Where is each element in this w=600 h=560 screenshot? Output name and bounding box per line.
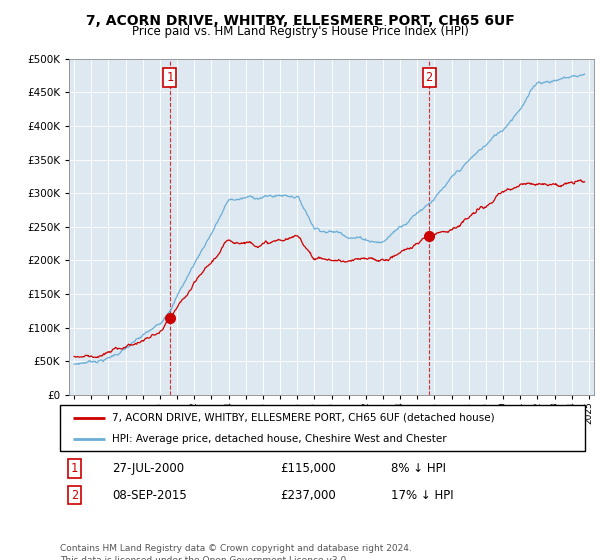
Text: Price paid vs. HM Land Registry's House Price Index (HPI): Price paid vs. HM Land Registry's House … <box>131 25 469 38</box>
Text: HPI: Average price, detached house, Cheshire West and Chester: HPI: Average price, detached house, Ches… <box>113 435 447 444</box>
Text: 1: 1 <box>71 462 78 475</box>
Text: £237,000: £237,000 <box>281 488 336 502</box>
Text: Contains HM Land Registry data © Crown copyright and database right 2024.
This d: Contains HM Land Registry data © Crown c… <box>60 544 412 560</box>
Text: £115,000: £115,000 <box>281 462 336 475</box>
Text: 8% ↓ HPI: 8% ↓ HPI <box>391 462 446 475</box>
Text: 27-JUL-2000: 27-JUL-2000 <box>113 462 185 475</box>
Text: 7, ACORN DRIVE, WHITBY, ELLESMERE PORT, CH65 6UF: 7, ACORN DRIVE, WHITBY, ELLESMERE PORT, … <box>86 14 514 28</box>
Text: 1: 1 <box>166 71 173 84</box>
Text: 7, ACORN DRIVE, WHITBY, ELLESMERE PORT, CH65 6UF (detached house): 7, ACORN DRIVE, WHITBY, ELLESMERE PORT, … <box>113 413 495 423</box>
Text: 08-SEP-2015: 08-SEP-2015 <box>113 488 187 502</box>
Text: 2: 2 <box>425 71 433 84</box>
Text: 17% ↓ HPI: 17% ↓ HPI <box>391 488 454 502</box>
Text: 2: 2 <box>71 488 78 502</box>
